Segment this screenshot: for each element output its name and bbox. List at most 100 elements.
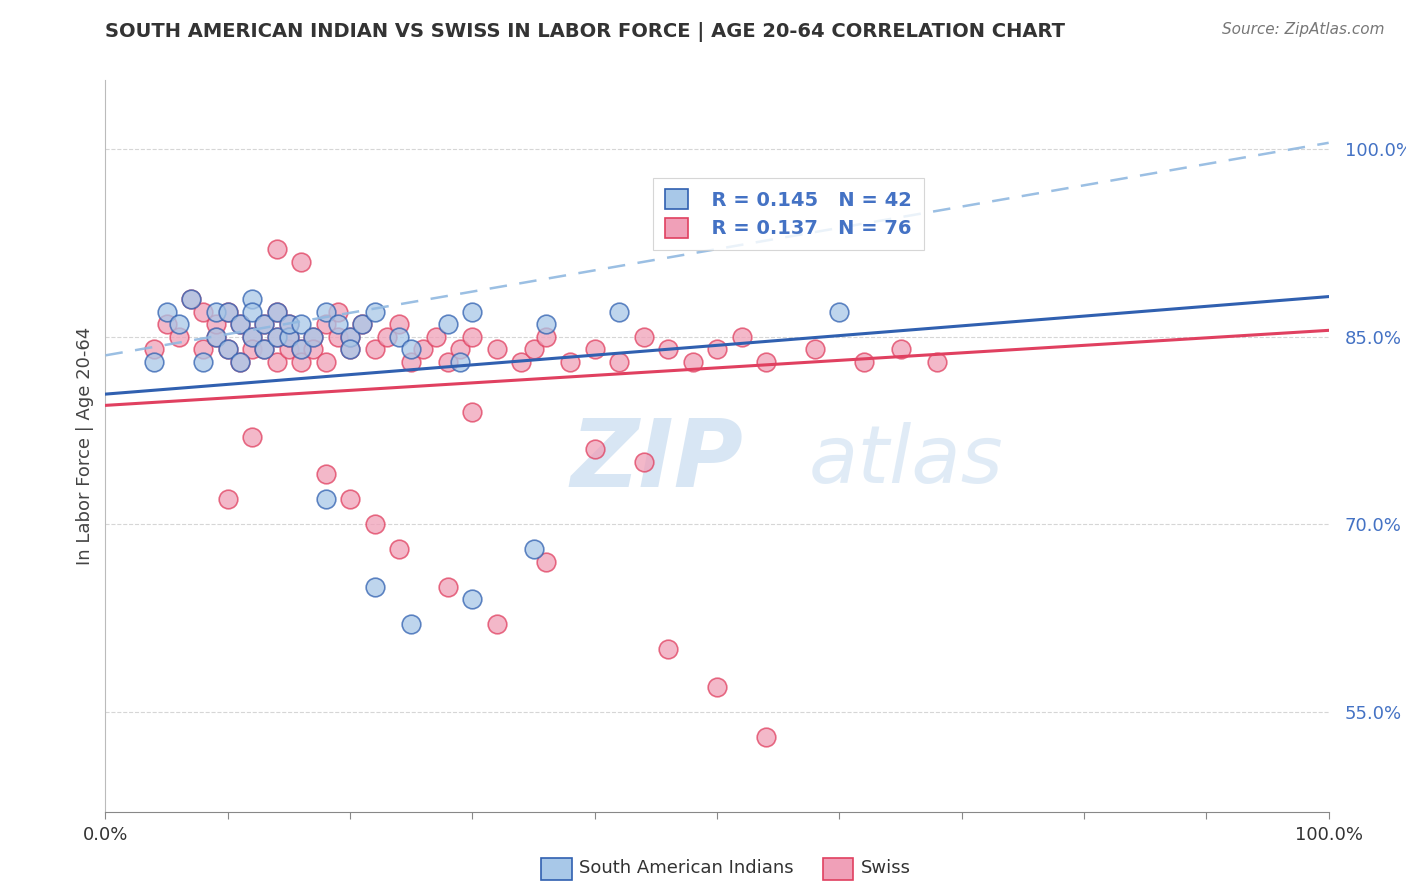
Point — [290, 342, 312, 356]
Point — [266, 354, 288, 368]
Point — [290, 254, 312, 268]
Point — [266, 304, 288, 318]
Point — [240, 304, 263, 318]
Point — [339, 492, 361, 507]
Point — [522, 342, 544, 356]
Point — [449, 354, 471, 368]
Point — [290, 342, 312, 356]
Point — [510, 354, 533, 368]
Point — [583, 442, 606, 457]
Point — [755, 354, 778, 368]
Point — [375, 329, 398, 343]
Point — [461, 304, 484, 318]
Point — [253, 317, 276, 331]
Point — [399, 354, 422, 368]
Point — [240, 329, 263, 343]
Point — [193, 304, 215, 318]
Point — [229, 354, 252, 368]
Point — [852, 354, 875, 368]
Text: atlas: atlas — [808, 422, 1004, 500]
Point — [217, 304, 239, 318]
Point — [425, 329, 447, 343]
Point — [266, 329, 288, 343]
Point — [266, 329, 288, 343]
Point — [290, 317, 312, 331]
Point — [633, 329, 655, 343]
Point — [253, 342, 276, 356]
Point — [217, 342, 239, 356]
Point — [204, 317, 226, 331]
Point — [437, 317, 460, 331]
Point — [437, 580, 460, 594]
Point — [730, 329, 752, 343]
Point — [363, 580, 385, 594]
Point — [315, 317, 337, 331]
Point — [804, 342, 827, 356]
Point — [363, 304, 385, 318]
Point — [180, 292, 202, 306]
Point — [339, 342, 361, 356]
Point — [278, 317, 301, 331]
Point — [449, 342, 471, 356]
Point — [363, 342, 385, 356]
Point — [204, 329, 226, 343]
Point — [534, 329, 557, 343]
Point — [315, 304, 337, 318]
Point — [193, 342, 215, 356]
Point — [180, 292, 202, 306]
Point — [253, 342, 276, 356]
Point — [485, 617, 508, 632]
Point — [278, 317, 301, 331]
Point — [302, 329, 325, 343]
Point — [657, 342, 679, 356]
Point — [240, 292, 263, 306]
Text: ZIP: ZIP — [571, 415, 744, 507]
Point — [339, 342, 361, 356]
Point — [229, 317, 252, 331]
Point — [399, 617, 422, 632]
Legend:   R = 0.145   N = 42,   R = 0.137   N = 76: R = 0.145 N = 42, R = 0.137 N = 76 — [654, 178, 924, 250]
Text: Swiss: Swiss — [860, 859, 911, 877]
Point — [927, 354, 949, 368]
Point — [326, 304, 349, 318]
Point — [534, 317, 557, 331]
Text: South American Indians: South American Indians — [579, 859, 794, 877]
Point — [229, 317, 252, 331]
Point — [560, 354, 582, 368]
Point — [399, 342, 422, 356]
Point — [315, 467, 337, 482]
Point — [217, 342, 239, 356]
Point — [193, 354, 215, 368]
Point — [326, 317, 349, 331]
Point — [522, 542, 544, 557]
Point — [485, 342, 508, 356]
Point — [278, 329, 301, 343]
Point — [326, 329, 349, 343]
Point — [388, 542, 411, 557]
Point — [682, 354, 704, 368]
Point — [155, 317, 177, 331]
Text: Source: ZipAtlas.com: Source: ZipAtlas.com — [1222, 22, 1385, 37]
Point — [266, 304, 288, 318]
Point — [240, 429, 263, 443]
Point — [204, 329, 226, 343]
Point — [706, 342, 728, 356]
Point — [339, 329, 361, 343]
Point — [167, 329, 190, 343]
Point — [155, 304, 177, 318]
Point — [607, 354, 630, 368]
Point — [290, 354, 312, 368]
Point — [278, 342, 301, 356]
Point — [607, 304, 630, 318]
Point — [352, 317, 374, 331]
Point — [889, 342, 911, 356]
Point — [302, 342, 325, 356]
Point — [240, 329, 263, 343]
Y-axis label: In Labor Force | Age 20-64: In Labor Force | Age 20-64 — [76, 326, 94, 566]
Point — [143, 354, 166, 368]
Point — [278, 329, 301, 343]
Point — [657, 642, 679, 657]
Point — [633, 455, 655, 469]
Point — [352, 317, 374, 331]
Point — [143, 342, 166, 356]
